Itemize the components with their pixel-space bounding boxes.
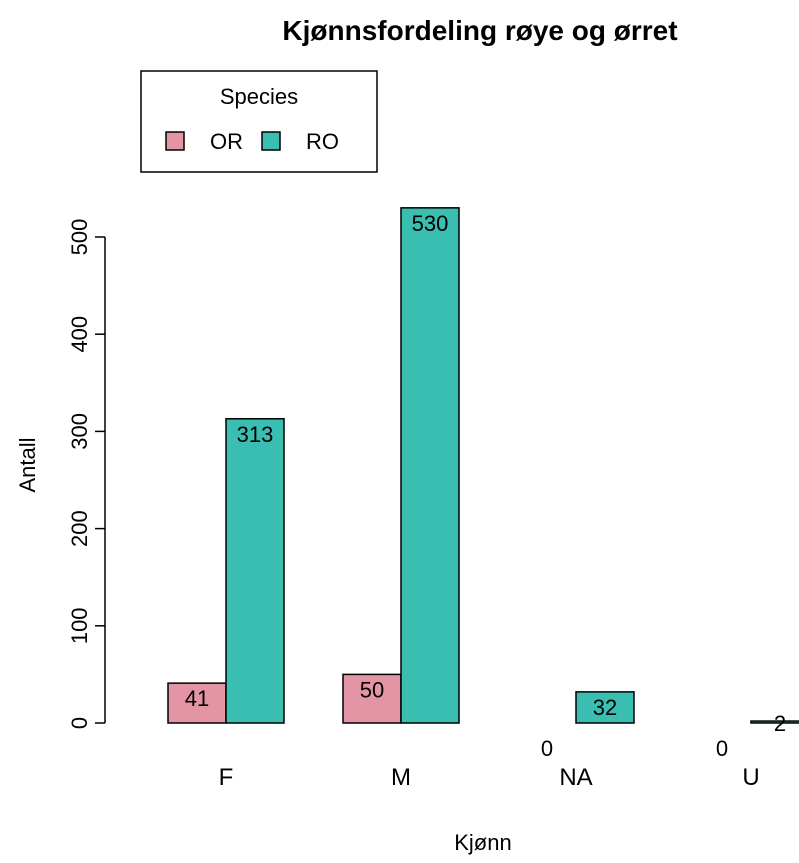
bar-labels: 41 313 50 530 0 32 0 2 xyxy=(185,211,786,761)
y-tick-label: 0 xyxy=(67,717,92,729)
bar-label-OR-NA: 0 xyxy=(541,736,553,761)
legend-box xyxy=(140,70,378,173)
bar-label-RO-U: 2 xyxy=(774,711,786,736)
y-tick-label: 400 xyxy=(67,316,92,353)
y-axis-title: Antall xyxy=(15,437,40,492)
bar-OR-M xyxy=(342,673,402,724)
y-tick-label: 300 xyxy=(67,413,92,450)
legend-title: Species xyxy=(220,84,298,109)
bar-RO-NA xyxy=(575,691,635,724)
legend: Species OR RO xyxy=(140,70,378,173)
bar-label-RO-M: 530 xyxy=(412,211,449,236)
bars xyxy=(167,207,799,724)
category-label-F: F xyxy=(219,764,234,791)
bar-label-OR-F: 41 xyxy=(185,686,209,711)
x-axis-title: Kjønn xyxy=(454,830,511,855)
bar-label-OR-M: 50 xyxy=(360,677,384,702)
y-tick-label: 100 xyxy=(67,607,92,644)
chart-title: Kjønnsfordeling røye og ørret xyxy=(282,15,677,46)
bar-label-RO-F: 313 xyxy=(237,422,274,447)
legend-swatch-RO xyxy=(261,131,281,151)
y-tick-label: 500 xyxy=(67,219,92,256)
y-axis: 0 100 200 300 400 500 xyxy=(67,219,106,729)
bar-OR-F xyxy=(167,682,227,724)
y-tick-label: 200 xyxy=(67,510,92,547)
bar-label-RO-NA: 32 xyxy=(593,695,617,720)
bar-RO-M xyxy=(400,207,460,724)
bar-RO-U xyxy=(750,720,799,724)
category-label-M: M xyxy=(391,764,411,791)
legend-swatch-OR xyxy=(165,131,185,151)
bar-label-OR-U: 0 xyxy=(716,736,728,761)
bar-RO-F xyxy=(225,418,285,724)
legend-label-RO: RO xyxy=(306,129,339,154)
category-label-NA: NA xyxy=(559,764,592,791)
category-label-U: U xyxy=(742,764,759,791)
legend-label-OR: OR xyxy=(210,129,243,154)
category-labels: F M NA U xyxy=(219,764,760,791)
